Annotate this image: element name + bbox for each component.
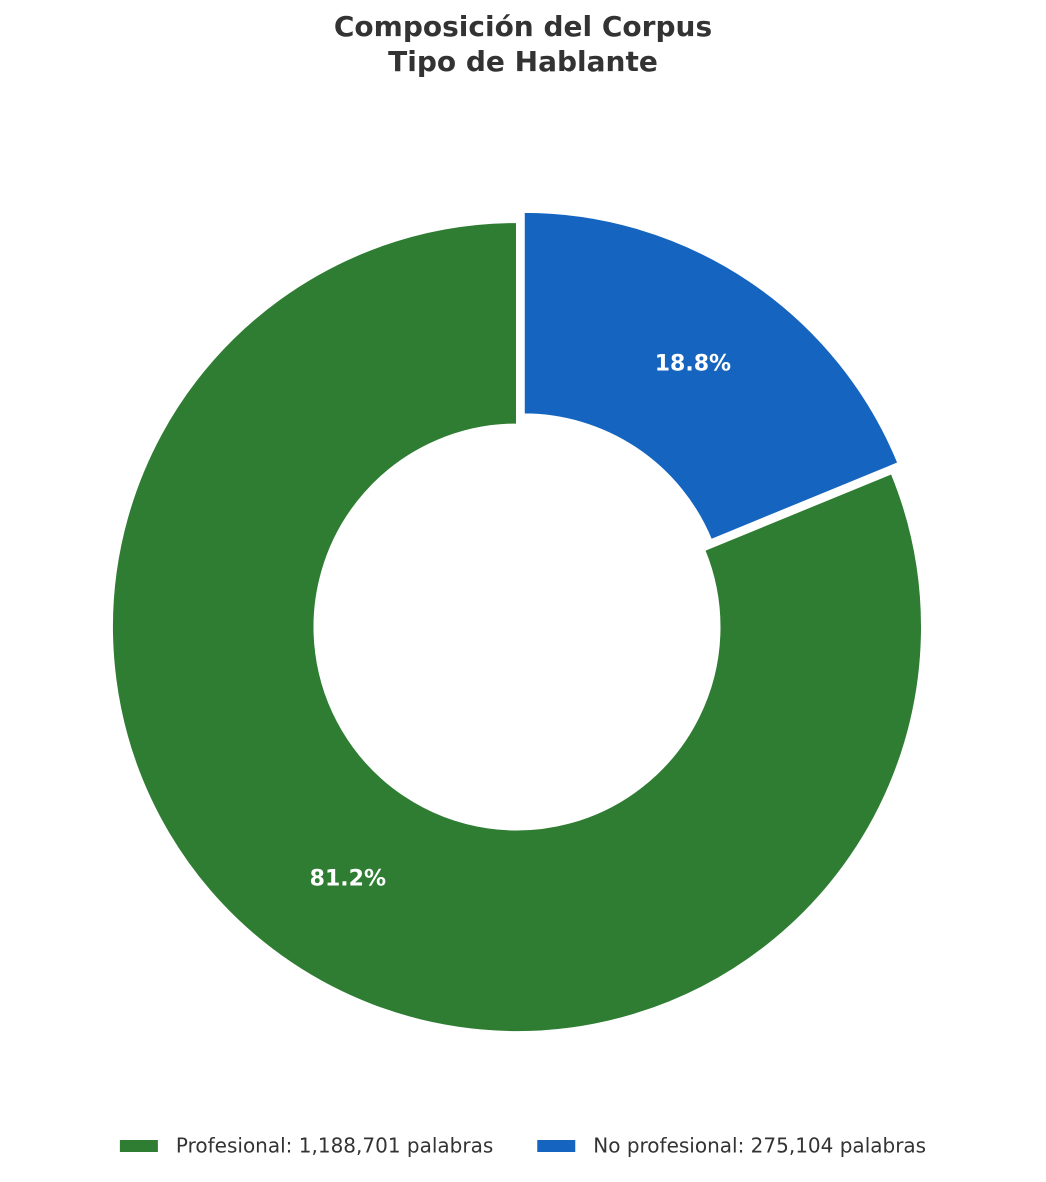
chart-title: Composición del Corpus — [334, 10, 712, 43]
slice — [111, 220, 923, 1033]
legend-swatch — [119, 1140, 158, 1152]
value-label: 81.2% — [310, 866, 386, 891]
chart-subtitle: Tipo de Hablante — [388, 45, 658, 78]
slice — [522, 210, 900, 542]
legend-label: No profesional: 275,104 palabras — [593, 1134, 926, 1158]
value-label: 18.8% — [655, 352, 731, 377]
legend-label: Profesional: 1,188,701 palabras — [176, 1134, 493, 1158]
legend-swatch — [537, 1140, 576, 1152]
